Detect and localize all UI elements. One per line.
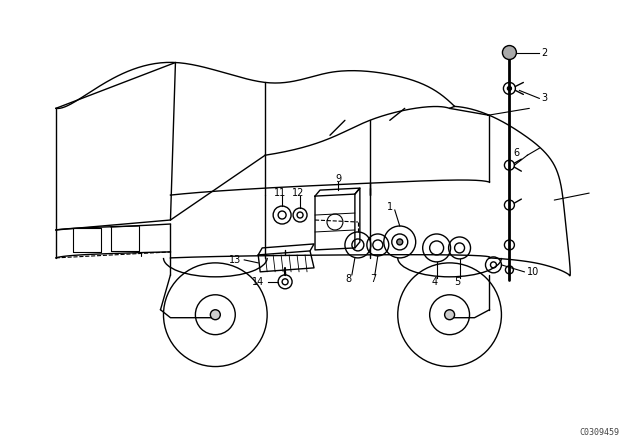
Text: 5: 5 — [454, 277, 461, 287]
Text: 3: 3 — [541, 93, 547, 103]
Text: 2: 2 — [541, 47, 548, 57]
Text: 9: 9 — [335, 174, 341, 184]
Circle shape — [445, 310, 454, 320]
Text: 7: 7 — [370, 274, 376, 284]
Circle shape — [211, 310, 220, 320]
Text: 14: 14 — [252, 277, 264, 287]
Text: 4: 4 — [431, 277, 438, 287]
Text: 10: 10 — [527, 267, 540, 277]
Text: 1: 1 — [387, 202, 393, 212]
Text: 11: 11 — [274, 188, 286, 198]
Text: 6: 6 — [513, 148, 520, 158]
Text: 12: 12 — [292, 188, 304, 198]
Circle shape — [397, 239, 403, 245]
Circle shape — [502, 46, 516, 60]
Circle shape — [508, 86, 511, 90]
Text: 8: 8 — [346, 274, 352, 284]
Text: 13: 13 — [229, 255, 241, 265]
Text: C0309459: C0309459 — [579, 428, 619, 437]
